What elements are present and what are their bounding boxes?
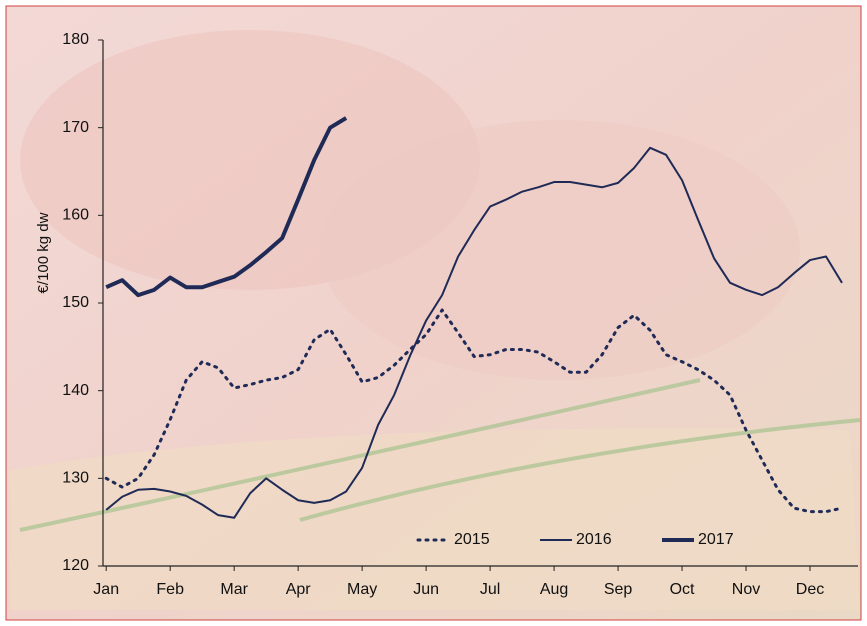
x-tick-label: May bbox=[347, 581, 377, 598]
board-shape bbox=[10, 428, 860, 610]
x-tick-label: Dec bbox=[796, 581, 824, 598]
y-tick-label: 170 bbox=[62, 119, 89, 136]
rosemary bbox=[19, 378, 701, 532]
y-tick-label: 150 bbox=[62, 294, 89, 311]
rosemary bbox=[299, 418, 861, 522]
y-tick-label: 130 bbox=[62, 470, 89, 487]
x-tick-label: Feb bbox=[156, 581, 184, 598]
series-line bbox=[105, 116, 348, 298]
series-line bbox=[104, 308, 844, 514]
x-tick-label: Aug bbox=[540, 581, 568, 598]
y-tick-label: 180 bbox=[62, 31, 89, 48]
x-tick-label: Sep bbox=[604, 581, 633, 598]
y-tick-label: 140 bbox=[62, 382, 89, 399]
y-tick-label: 160 bbox=[62, 207, 89, 224]
meat-shape bbox=[320, 120, 800, 380]
x-tick-label: Jun bbox=[413, 581, 439, 598]
legend-label: 2017 bbox=[698, 531, 734, 548]
y-tick-label: 120 bbox=[62, 557, 89, 574]
x-tick-label: Nov bbox=[732, 581, 760, 598]
x-tick-label: Mar bbox=[220, 581, 248, 598]
x-tick-label: Jan bbox=[93, 581, 119, 598]
legend-label: 2015 bbox=[454, 531, 490, 548]
legend-label: 2016 bbox=[576, 531, 612, 548]
series-line bbox=[105, 146, 843, 519]
y-axis-label: €/100 kg dw bbox=[35, 212, 52, 293]
x-tick-label: Apr bbox=[286, 581, 312, 598]
x-tick-label: Jul bbox=[480, 581, 500, 598]
x-tick-label: Oct bbox=[670, 581, 695, 598]
